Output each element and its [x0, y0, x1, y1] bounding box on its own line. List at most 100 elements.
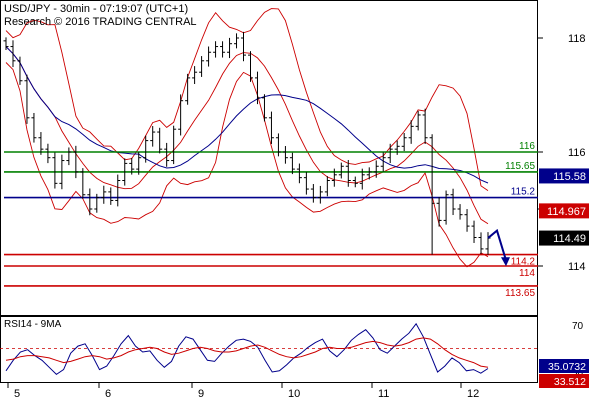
price-bar: [192, 66, 198, 85]
price-bar: [108, 187, 114, 205]
y-tick-label: 116: [568, 147, 586, 159]
price-badge: [539, 230, 589, 246]
price-bar: [10, 40, 16, 68]
level-label-support: 114: [519, 268, 535, 279]
price-bar: [478, 232, 484, 255]
price-bar: [359, 168, 365, 190]
price-bar: [199, 56, 205, 77]
price-bar: [317, 185, 323, 204]
price-bar: [17, 56, 23, 85]
bollinger-upper-line: [5, 8, 489, 191]
price-bar: [352, 176, 358, 188]
level-label-pivot: 115.2: [511, 187, 536, 198]
price-bar: [282, 146, 288, 164]
price-bar: [185, 73, 191, 105]
price-bar: [150, 126, 156, 147]
price-bar: [415, 110, 421, 131]
price-bar: [73, 145, 79, 179]
level-label-support: 114.2: [511, 257, 536, 268]
price-bar: [213, 41, 219, 58]
price-bar: [3, 37, 9, 50]
chart-title: USD/JPY - 30min - 07:19:07 (UTC+1): [4, 3, 188, 15]
rsi-tick-label: 30: [572, 368, 584, 379]
price-bar: [234, 33, 240, 49]
price-bar: [94, 193, 100, 213]
price-bar: [220, 41, 226, 58]
price-bar: [206, 46, 212, 67]
price-bar: [366, 167, 372, 180]
price-bar: [227, 37, 233, 59]
price-bar: [178, 94, 184, 136]
price-bar: [289, 152, 295, 175]
level-label-support: 113.65: [505, 288, 535, 299]
bollinger-middle-line: [5, 46, 489, 225]
price-bar: [450, 188, 456, 216]
y-tick-label: 114: [568, 261, 586, 273]
price-bar: [254, 71, 260, 105]
price-bar: [247, 51, 253, 82]
price-badge-label: 115.58: [553, 171, 586, 183]
price-bar: [457, 204, 463, 220]
price-bar: [122, 158, 128, 186]
price-bar: [101, 185, 107, 204]
price-bar: [24, 74, 30, 124]
price-bar: [143, 135, 149, 163]
price-bar: [157, 127, 163, 154]
rsi-ma-value-badge: [539, 374, 589, 388]
price-bar: [345, 159, 351, 187]
price-bar: [310, 184, 316, 203]
price-badge-label: 114.967: [547, 206, 586, 218]
price-bar: [408, 120, 414, 144]
rsi-line: [5, 322, 489, 376]
price-bar: [464, 209, 470, 232]
price-badge: [539, 168, 589, 184]
rsi-tick-label: 70: [572, 321, 584, 332]
price-bar: [136, 152, 142, 175]
level-label-resistance: 116: [519, 141, 535, 152]
price-bar: [331, 168, 337, 187]
price-bar: [171, 125, 177, 165]
projection-arrow-line: [487, 228, 507, 261]
price-bar: [115, 174, 121, 207]
price-bar: [241, 31, 247, 62]
price-bar: [296, 163, 302, 184]
price-bar: [80, 168, 86, 199]
rsi-title: RSI14 - 9MA: [4, 319, 62, 330]
bollinger-lower-line: [5, 62, 489, 268]
price-bar: [164, 142, 170, 167]
price-bar: [66, 147, 72, 166]
price-bar: [52, 152, 58, 189]
price-bar: [387, 143, 393, 164]
main-pane-border: [0, 0, 538, 316]
price-bar: [303, 172, 309, 195]
x-tick-label: 5: [14, 388, 20, 400]
price-bar: [429, 134, 435, 255]
price-bar: [268, 111, 274, 144]
price-bar: [87, 188, 93, 216]
rsi-pane-border: [0, 316, 538, 383]
price-bar: [394, 140, 400, 155]
moving-average-line: [5, 46, 489, 184]
price-bar: [31, 112, 37, 143]
price-bar: [59, 154, 65, 190]
price-bar: [471, 220, 477, 243]
rsi-ma-line: [5, 337, 489, 368]
x-tick-label: 6: [105, 388, 111, 400]
price-bar: [422, 108, 428, 145]
price-bar: [38, 132, 44, 155]
price-bar: [275, 133, 281, 157]
projection-arrow-head: [501, 257, 510, 267]
rsi-value-badge: [539, 359, 589, 373]
price-bar: [261, 94, 267, 122]
y-tick-label: 118: [568, 33, 586, 45]
price-bar: [401, 132, 407, 152]
rsi-ma-value-badge-label: 33.512: [554, 376, 586, 388]
price-bar: [443, 190, 449, 225]
price-bar: [380, 152, 386, 172]
level-label-resistance: 115.65: [505, 161, 535, 172]
price-bar: [324, 176, 330, 197]
price-bar: [129, 157, 135, 175]
price-bar: [373, 160, 379, 178]
